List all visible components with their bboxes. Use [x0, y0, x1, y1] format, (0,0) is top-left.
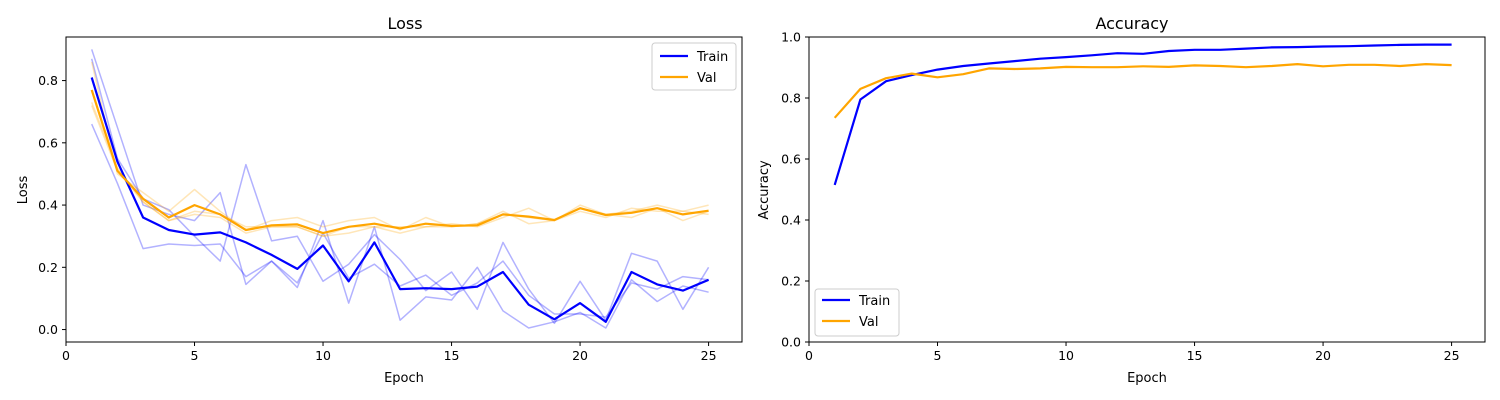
accuracy-legend: Train Val: [814, 288, 900, 337]
accuracy-legend-train-label: Train: [858, 294, 890, 309]
loss-legend-box: [651, 42, 737, 91]
accuracy-legend-val-label: Val: [859, 315, 878, 330]
loss-legend-train-label: Train: [696, 50, 728, 65]
loss-y-axis-label: Loss: [16, 176, 31, 205]
loss-x-tick-label: 5: [191, 348, 199, 363]
accuracy-y-tick-label: 0.2: [781, 274, 801, 289]
loss-legend: Train Val: [651, 42, 737, 91]
loss-val-run-line: [91, 105, 709, 237]
accuracy-x-tick-label: 0: [805, 348, 813, 363]
accuracy-x-tick-label: 25: [1444, 348, 1460, 363]
loss-y-tick-label: 0.4: [38, 198, 58, 213]
accuracy-val-line: [833, 62, 1452, 119]
accuracy-y-tick-label: 0.6: [781, 152, 801, 167]
loss-train-run-line: [91, 123, 709, 318]
loss-x-axis-label: Epoch: [384, 371, 424, 386]
accuracy-y-tick-label: 0.0: [781, 335, 801, 350]
loss-panel: Loss 0 5 10 15 20 25 0.0 0.2 0.4 0.6 0.8 Epoch Lo…: [16, 14, 743, 386]
loss-y-tick-label: 0.8: [38, 73, 58, 88]
accuracy-train-line: [833, 43, 1452, 186]
loss-x-tick-label: 20: [572, 348, 588, 363]
accuracy-x-tick-label: 20: [1315, 348, 1331, 363]
accuracy-y-tick-label: 1.0: [781, 30, 801, 45]
accuracy-y-tick-label: 0.8: [781, 91, 801, 106]
loss-mean-lines: [90, 77, 710, 323]
loss-y-tick-label: 0.6: [38, 135, 58, 150]
accuracy-y-axis-label: Accuracy: [757, 160, 772, 220]
loss-train-run-line: [90, 49, 709, 329]
loss-x-ticks: 0 5 10 15 20 25: [62, 342, 717, 363]
accuracy-mean-lines: [833, 43, 1452, 186]
loss-x-tick-label: 15: [444, 348, 460, 363]
accuracy-x-tick-label: 15: [1187, 348, 1203, 363]
loss-x-tick-label: 25: [701, 348, 717, 363]
loss-val-run-line: [90, 61, 709, 231]
accuracy-x-tick-label: 10: [1058, 348, 1074, 363]
loss-y-ticks: 0.0 0.2 0.4 0.6 0.8: [38, 73, 66, 337]
loss-train-run-line: [90, 58, 710, 325]
loss-x-tick-label: 0: [62, 348, 70, 363]
loss-y-tick-label: 0.2: [38, 260, 58, 275]
accuracy-chart-title: Accuracy: [1095, 14, 1168, 33]
loss-train-line: [90, 77, 710, 323]
accuracy-y-tick-label: 0.4: [781, 213, 801, 228]
accuracy-x-tick-label: 5: [934, 348, 942, 363]
loss-val-run-line: [91, 102, 709, 237]
accuracy-axes-frame: [808, 36, 1486, 343]
accuracy-x-axis-label: Epoch: [1127, 371, 1167, 386]
loss-val-line: [90, 89, 709, 235]
loss-x-tick-label: 10: [315, 348, 331, 363]
accuracy-x-ticks: 0 5 10 15 20 25: [805, 342, 1460, 363]
loss-legend-val-label: Val: [697, 71, 716, 86]
loss-run-lines: [90, 49, 710, 329]
accuracy-panel: Accuracy 0 5 10 15 20 25 0.0 0.2 0.4 0.6 0.8 1.0 E…: [757, 14, 1486, 386]
loss-y-tick-label: 0.0: [38, 322, 58, 337]
loss-chart-title: Loss: [387, 14, 422, 33]
accuracy-y-ticks: 0.0 0.2 0.4 0.6 0.8 1.0: [781, 30, 809, 350]
loss-axes-frame: [65, 36, 743, 343]
